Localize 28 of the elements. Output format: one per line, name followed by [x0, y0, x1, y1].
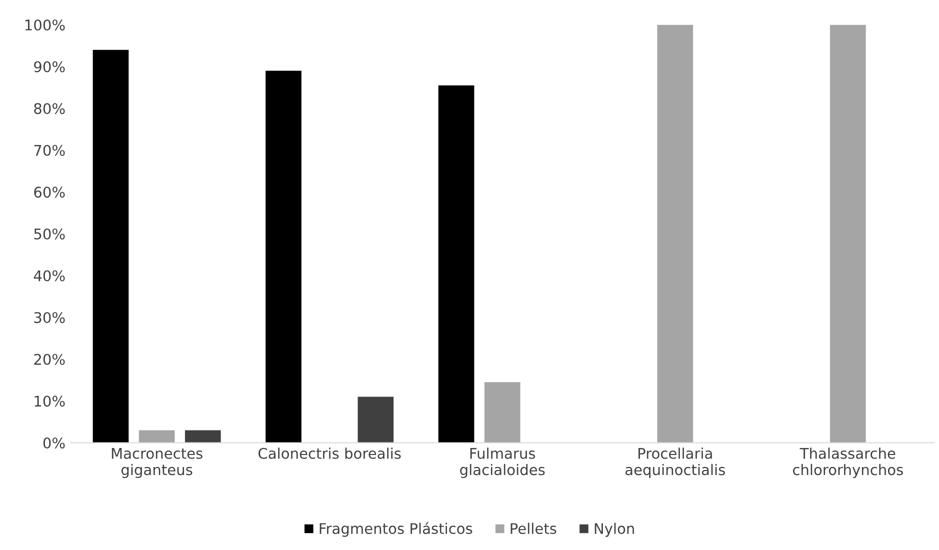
y-tick-label: 90% [34, 61, 65, 72]
x-tick-label: Calonectris borealis [258, 448, 401, 459]
x-tick-label: Fulmarus glacialoides [460, 448, 545, 478]
legend-label: Nylon [594, 522, 634, 537]
y-tick-label: 60% [34, 186, 65, 198]
y-tick-label: 30% [34, 312, 65, 324]
legend-label: Pellets [510, 522, 556, 534]
x-tick-label: Procellaria aequinoctialis [625, 448, 725, 478]
bar [138, 430, 175, 443]
bar [358, 396, 394, 443]
y-tick-label: 70% [34, 144, 65, 156]
y-tick-label: 10% [34, 396, 65, 407]
legend-label: Fragmentos Plásticos [320, 522, 472, 537]
x-tick-label: Macronectes giganteus [112, 448, 202, 478]
y-tick-label: 40% [34, 270, 65, 282]
bar [657, 24, 694, 443]
y-tick-label: 100% [25, 19, 65, 30]
bar [266, 70, 302, 443]
y-tick-label: 0% [43, 437, 65, 448]
bar [438, 85, 474, 443]
bar [184, 430, 221, 443]
bar [830, 24, 866, 443]
bar [484, 382, 520, 443]
y-tick-label: 80% [34, 103, 65, 114]
y-tick-label: 50% [34, 228, 65, 240]
bar [92, 50, 129, 443]
x-tick-label: Thalassarche chlororhynchos [792, 448, 903, 478]
y-tick-label: 20% [34, 354, 65, 365]
